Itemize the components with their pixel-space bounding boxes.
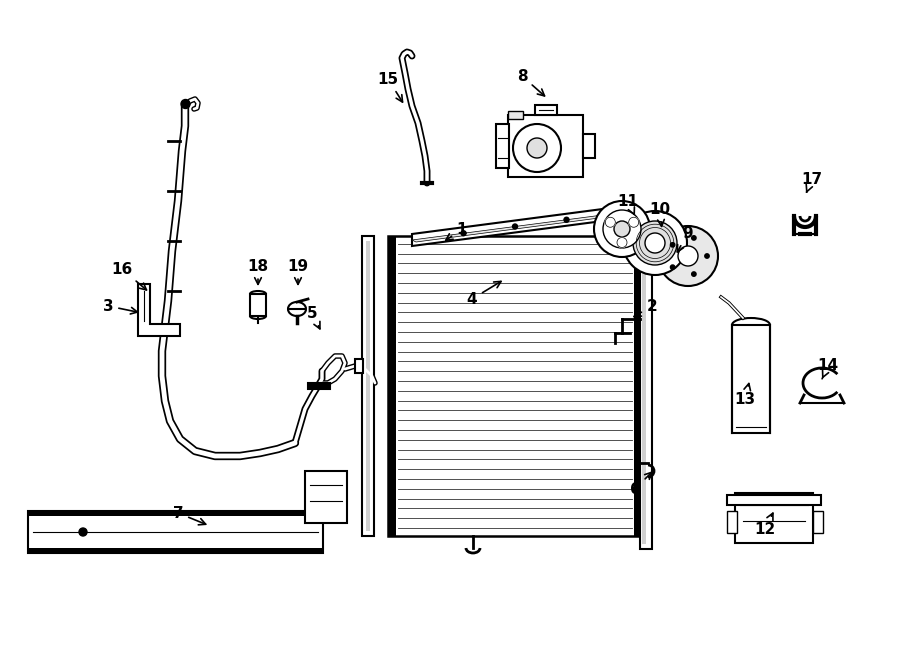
Bar — [727, 495, 821, 505]
Bar — [496, 124, 509, 168]
Circle shape — [692, 272, 696, 276]
Bar — [308, 383, 330, 389]
Polygon shape — [412, 207, 618, 246]
Circle shape — [678, 246, 698, 266]
Text: 15: 15 — [377, 71, 402, 102]
Bar — [732, 325, 770, 433]
Bar — [813, 511, 823, 533]
Bar — [250, 294, 266, 316]
Circle shape — [617, 237, 627, 247]
Circle shape — [670, 265, 675, 270]
Polygon shape — [412, 213, 622, 242]
Bar — [727, 511, 737, 533]
Bar — [640, 257, 652, 549]
Text: 16: 16 — [112, 262, 147, 290]
Text: 3: 3 — [103, 299, 138, 314]
Text: 12: 12 — [754, 513, 776, 537]
Circle shape — [79, 528, 87, 536]
Bar — [634, 236, 640, 536]
Circle shape — [692, 236, 696, 240]
Circle shape — [594, 201, 650, 257]
Text: 13: 13 — [734, 383, 756, 407]
Circle shape — [705, 254, 709, 258]
Text: 1: 1 — [446, 221, 467, 241]
Text: 7: 7 — [173, 506, 206, 525]
Text: 19: 19 — [287, 258, 309, 284]
Circle shape — [181, 100, 190, 108]
Text: 2: 2 — [634, 299, 657, 317]
Circle shape — [606, 217, 616, 227]
Bar — [642, 262, 646, 544]
Circle shape — [512, 224, 517, 229]
Text: 9: 9 — [678, 225, 693, 252]
Circle shape — [670, 243, 675, 247]
Text: 6: 6 — [630, 472, 652, 496]
Circle shape — [623, 211, 687, 275]
Text: 5: 5 — [307, 305, 320, 329]
Bar — [535, 105, 557, 115]
Bar — [388, 236, 396, 536]
Bar — [508, 115, 582, 177]
Text: 8: 8 — [517, 69, 544, 96]
Polygon shape — [138, 284, 180, 336]
Circle shape — [564, 217, 569, 222]
Circle shape — [629, 217, 639, 227]
Bar — [508, 111, 523, 119]
Bar — [28, 511, 323, 516]
Circle shape — [513, 124, 561, 172]
Text: 4: 4 — [467, 282, 501, 307]
Bar — [388, 236, 640, 536]
Circle shape — [658, 226, 718, 286]
Bar — [362, 236, 374, 536]
Text: 14: 14 — [817, 358, 839, 379]
Bar — [355, 359, 363, 373]
Circle shape — [603, 210, 641, 248]
Bar — [735, 493, 813, 543]
Circle shape — [645, 233, 665, 253]
Circle shape — [527, 138, 547, 158]
Bar — [28, 511, 323, 553]
Circle shape — [633, 221, 677, 265]
Text: 18: 18 — [248, 258, 268, 284]
Bar — [582, 134, 595, 158]
Circle shape — [461, 231, 466, 236]
Bar — [305, 471, 347, 523]
Circle shape — [614, 221, 630, 237]
Bar — [28, 548, 323, 553]
Bar — [366, 241, 370, 531]
Text: 17: 17 — [801, 171, 823, 192]
Text: 11: 11 — [617, 194, 638, 215]
Text: 10: 10 — [650, 202, 670, 226]
